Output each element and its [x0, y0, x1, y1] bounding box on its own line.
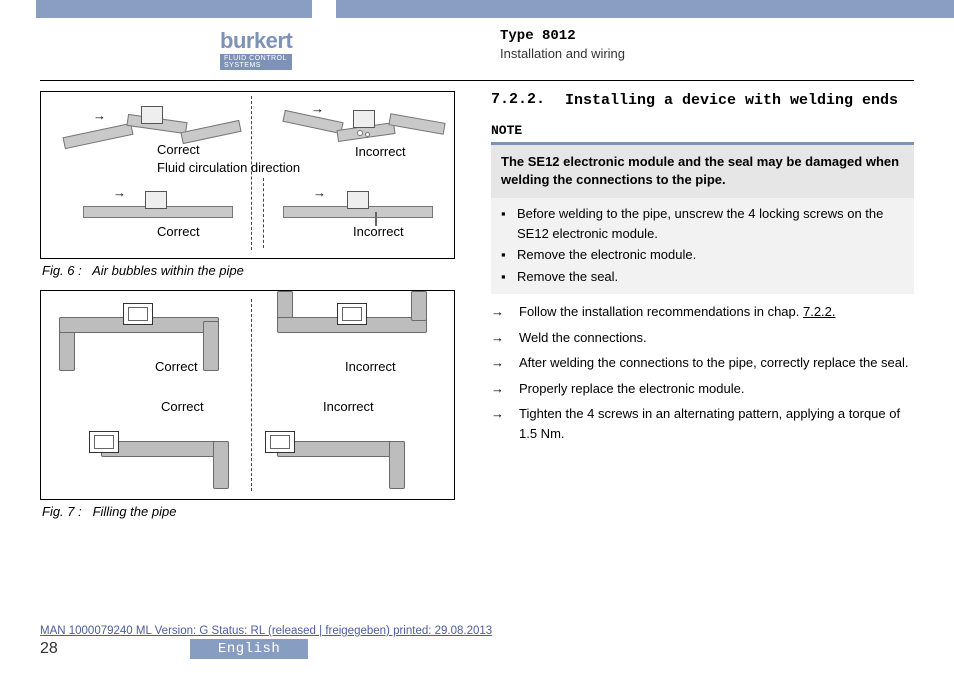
left-column: → Correct → Incorrect Fluid circulation …	[40, 91, 463, 531]
note-bullet-2: Remove the electronic module.	[517, 245, 696, 265]
page-header: burkert FLUID CONTROL SYSTEMS Type 8012 …	[0, 18, 954, 74]
top-color-strip	[0, 0, 954, 18]
section-number: 7.2.2.	[491, 91, 549, 111]
brand-logo: burkert FLUID CONTROL SYSTEMS	[40, 28, 220, 70]
page-footer: MAN 1000079240 ML Version: G Status: RL …	[0, 625, 954, 673]
fig7-label-correct-1: Correct	[155, 359, 198, 374]
note-label: NOTE	[491, 123, 914, 138]
note-box: The SE12 electronic module and the seal …	[491, 142, 914, 199]
figure-6-caption: Fig. 6 : Air bubbles within the pipe	[42, 263, 463, 278]
step-2: Weld the connections.	[519, 328, 647, 348]
bullet-icon: ▪	[501, 204, 509, 243]
fig6-label-correct-1: Correct	[157, 142, 200, 157]
figure-7-caption: Fig. 7 : Filling the pipe	[42, 504, 463, 519]
fig6-label-incorrect-1: Incorrect	[355, 144, 406, 159]
doc-subtitle: Installation and wiring	[500, 46, 914, 61]
section-title: Installing a device with welding ends	[565, 91, 898, 111]
bullet-icon: ▪	[501, 267, 509, 287]
step-3: After welding the connections to the pip…	[519, 353, 909, 373]
fig6-label-flow: Fluid circulation direction	[157, 160, 300, 176]
page-number: 28	[40, 640, 190, 658]
step-4: Properly replace the electronic module.	[519, 379, 744, 399]
arrow-icon: →	[491, 353, 511, 373]
note-bullet-3: Remove the seal.	[517, 267, 618, 287]
note-bullets: ▪Before welding to the pipe, unscrew the…	[491, 198, 914, 294]
installation-steps: → Follow the installation recommendation…	[491, 302, 914, 443]
right-column: 7.2.2. Installing a device with welding …	[491, 91, 914, 531]
fig7-label-incorrect-2: Incorrect	[323, 399, 374, 414]
footer-meta: MAN 1000079240 ML Version: G Status: RL …	[40, 625, 914, 637]
figure-6: → Correct → Incorrect Fluid circulation …	[40, 91, 455, 259]
step-1: Follow the installation recommendations …	[519, 302, 836, 322]
section-heading: 7.2.2. Installing a device with welding …	[491, 91, 914, 111]
language-pill: English	[190, 639, 308, 659]
header-divider	[40, 80, 914, 81]
fig6-label-correct-2: Correct	[157, 224, 200, 239]
bullet-icon: ▪	[501, 245, 509, 265]
arrow-icon: →	[491, 302, 511, 322]
step-1-link[interactable]: 7.2.2.	[803, 304, 836, 319]
figure-7: Correct Incorrect Correct Incorrect	[40, 290, 455, 500]
doc-type: Type 8012	[500, 28, 914, 44]
arrow-icon: →	[491, 379, 511, 399]
fig7-label-correct-2: Correct	[161, 399, 204, 414]
arrow-icon: →	[491, 404, 511, 443]
arrow-icon: →	[491, 328, 511, 348]
note-bullet-1: Before welding to the pipe, unscrew the …	[517, 204, 904, 243]
note-bold-text: The SE12 electronic module and the seal …	[501, 154, 899, 188]
fig7-label-incorrect-1: Incorrect	[345, 359, 396, 374]
step-5: Tighten the 4 screws in an alternating p…	[519, 404, 914, 443]
fig6-label-incorrect-2: Incorrect	[353, 224, 404, 239]
